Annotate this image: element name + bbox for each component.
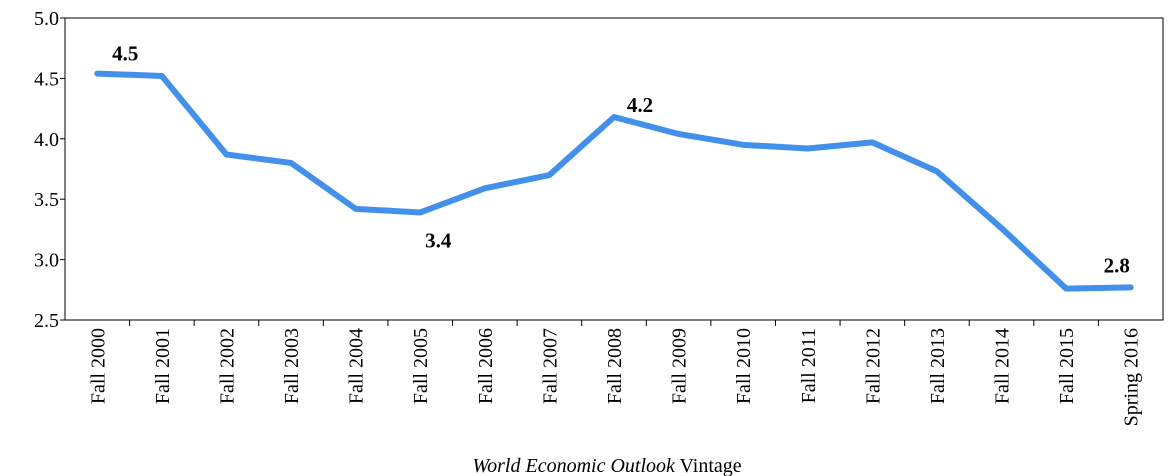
y-tick-label: 2.5	[34, 310, 59, 332]
x-tick-label: Fall 2005	[410, 328, 432, 404]
y-tick-label: 4.5	[34, 68, 59, 90]
x-tick-label: Fall 2015	[1056, 328, 1078, 404]
data-label: 4.2	[627, 93, 653, 117]
y-tick-label: 3.5	[34, 189, 59, 211]
x-tick-label: Fall 2010	[733, 328, 755, 404]
x-tick-label: Fall 2013	[927, 328, 949, 404]
x-tick-label: Fall 2006	[475, 328, 497, 404]
x-tick-label: Fall 2007	[539, 328, 561, 404]
data-label: 3.4	[425, 228, 452, 252]
x-axis-label-text: Vintage	[680, 455, 742, 476]
y-tick-label: 4.0	[34, 129, 59, 151]
data-label: 4.5	[112, 42, 138, 66]
y-tick-label: 5.0	[34, 8, 59, 30]
x-axis-label: World Economic Outlook Vintage	[472, 455, 741, 476]
line-series	[94, 70, 1134, 292]
x-tick-label: Fall 2014	[992, 328, 1014, 404]
x-axis-label-italic: World Economic Outlook	[472, 455, 676, 476]
x-tick-label: Fall 2009	[669, 328, 691, 404]
x-tick-label: Fall 2004	[346, 328, 368, 404]
x-tick-label: Fall 2000	[87, 328, 109, 404]
x-tick-label: Fall 2012	[862, 328, 884, 404]
x-tick-label: Fall 2011	[798, 328, 820, 403]
y-tick-label: 3.0	[34, 250, 59, 272]
x-tick-label: Fall 2003	[281, 328, 303, 404]
data-label: 2.8	[1104, 253, 1130, 277]
x-tick-label: Spring 2016	[1121, 328, 1143, 426]
x-tick-label: Fall 2008	[604, 328, 626, 404]
plot-frame	[64, 17, 1164, 321]
x-tick-label: Fall 2002	[216, 328, 238, 404]
x-tick-label: Fall 2001	[152, 328, 174, 404]
